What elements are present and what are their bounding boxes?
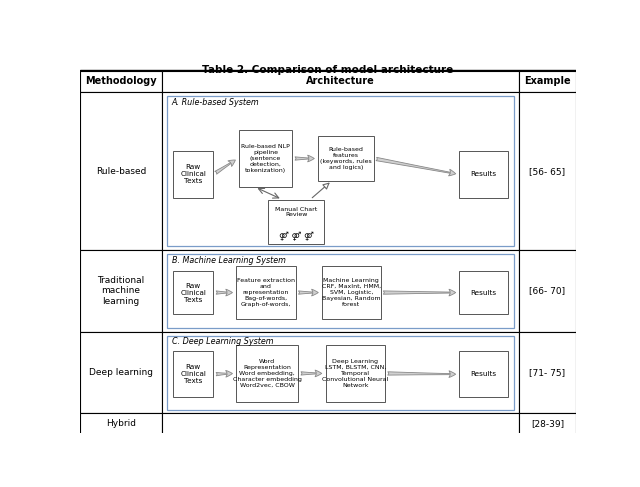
Bar (519, 92, 576, 250)
Text: Results: Results (470, 290, 497, 296)
Text: Results: Results (470, 371, 497, 377)
Text: Results: Results (470, 171, 497, 177)
Bar (318, 136, 374, 181)
Bar (322, 266, 381, 318)
Text: Raw
Clinical
Texts: Raw Clinical Texts (180, 164, 206, 184)
Bar (519, 332, 576, 413)
Bar (167, 96, 514, 246)
Bar (269, 200, 324, 244)
Text: Deep learning: Deep learning (89, 368, 153, 377)
Bar (162, 92, 519, 250)
Text: Deep Learning
LSTM, BLSTM, CNN,
Temporal
Convolutional Neural
Network: Deep Learning LSTM, BLSTM, CNN, Temporal… (322, 359, 388, 388)
Text: Manual Chart
Review: Manual Chart Review (275, 206, 317, 217)
Text: Rule-based: Rule-based (96, 167, 146, 176)
Bar (162, 332, 519, 413)
Bar (162, 413, 519, 434)
Bar (80, 92, 162, 250)
Text: [71- 75]: [71- 75] (529, 368, 566, 377)
Bar (326, 345, 385, 402)
Bar (80, 332, 162, 413)
Bar (173, 351, 213, 397)
Text: [56- 65]: [56- 65] (529, 167, 566, 176)
Bar (80, 71, 162, 92)
Text: Feature extraction
and
representation
Bag-of-words,
Graph-of-words,: Feature extraction and representation Ba… (237, 279, 295, 307)
Text: A. Rule-based System: A. Rule-based System (172, 98, 259, 107)
Bar (80, 250, 162, 332)
Text: Traditional
machine
learning: Traditional machine learning (97, 276, 145, 306)
Bar (236, 345, 298, 402)
Bar (519, 413, 576, 434)
Bar (173, 150, 213, 198)
Bar (460, 150, 508, 198)
Text: B. Machine Learning System: B. Machine Learning System (172, 256, 285, 265)
Text: ⚤ ⚤ ⚤: ⚤ ⚤ ⚤ (279, 231, 314, 240)
Text: Raw
Clinical
Texts: Raw Clinical Texts (180, 364, 206, 384)
Text: Rule-based
features
(keywords, rules
and logics): Rule-based features (keywords, rules and… (320, 147, 372, 169)
Bar (167, 254, 514, 328)
Bar (167, 336, 514, 410)
Text: Raw
Clinical
Texts: Raw Clinical Texts (180, 282, 206, 302)
Text: C. Deep Learning System: C. Deep Learning System (172, 337, 273, 346)
Bar (519, 250, 576, 332)
Text: Machine Learning
CRF, MaxInt, HMM,
SVM, Logistic,
Bayesian, Random
forest: Machine Learning CRF, MaxInt, HMM, SVM, … (322, 279, 381, 307)
Bar (162, 71, 519, 92)
Bar (460, 351, 508, 397)
Text: Rule-based NLP
pipeline
(sentence
detection,
tokenization): Rule-based NLP pipeline (sentence detect… (241, 145, 290, 172)
Bar (80, 413, 162, 434)
Bar (460, 271, 508, 314)
Text: Architecture: Architecture (306, 76, 375, 86)
Text: Hybrid: Hybrid (106, 419, 136, 428)
Text: Word
Representation
Word embedding,
Character embedding
Word2vec, CBOW: Word Representation Word embedding, Char… (233, 359, 301, 388)
Text: [28-39]: [28-39] (531, 419, 564, 428)
Text: Methodology: Methodology (85, 76, 157, 86)
Bar (236, 266, 296, 318)
Bar (173, 271, 213, 314)
Text: Table 2. Comparison of model architecture: Table 2. Comparison of model architectur… (202, 65, 454, 75)
Bar (519, 71, 576, 92)
Bar (239, 130, 292, 187)
Text: Example: Example (524, 76, 571, 86)
Text: [66- 70]: [66- 70] (529, 286, 566, 296)
Bar (162, 250, 519, 332)
